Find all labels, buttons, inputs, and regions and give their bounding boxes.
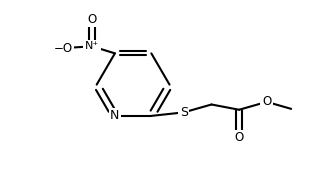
Text: N: N <box>110 109 120 122</box>
Text: N⁺: N⁺ <box>85 41 99 51</box>
Text: O: O <box>262 95 271 108</box>
Text: O: O <box>235 131 244 144</box>
Text: −O: −O <box>53 42 72 55</box>
Text: O: O <box>88 13 97 26</box>
Text: S: S <box>180 106 188 119</box>
